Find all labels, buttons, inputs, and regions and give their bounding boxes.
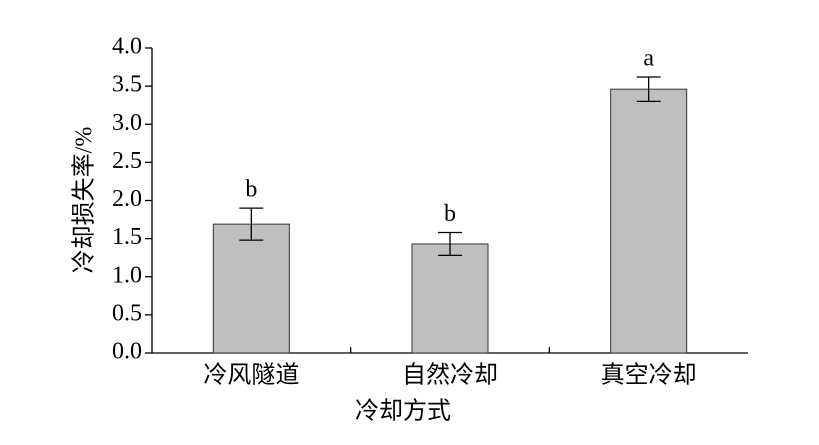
- y-tick-label: 0.0: [112, 339, 142, 365]
- y-tick-label: 2.0: [112, 186, 142, 212]
- significance-label: a: [643, 45, 654, 71]
- y-tick-label: 3.5: [112, 72, 142, 98]
- significance-label: b: [444, 201, 456, 227]
- y-tick-label: 1.5: [112, 224, 142, 250]
- x-tick-label: 自然冷却: [402, 362, 498, 389]
- x-tick-label: 真空冷却: [601, 362, 697, 389]
- bar: [411, 243, 489, 354]
- y-tick-label: 1.0: [112, 262, 142, 288]
- error-bar: [636, 76, 661, 103]
- y-tick-label: 4.0: [112, 34, 142, 60]
- x-tick-label: 冷风隧道: [203, 362, 299, 389]
- y-axis-title: 冷却损失率/%: [71, 127, 98, 274]
- error-bar: [239, 207, 264, 241]
- significance-label: b: [245, 177, 257, 203]
- x-axis-title: 冷却方式: [355, 398, 451, 425]
- y-tick-label: 3.0: [112, 110, 142, 136]
- y-tick-label: 0.5: [112, 300, 142, 326]
- bar: [610, 88, 688, 354]
- y-tick-label: 2.5: [112, 148, 142, 174]
- error-bar: [438, 231, 462, 257]
- bar: [212, 223, 290, 354]
